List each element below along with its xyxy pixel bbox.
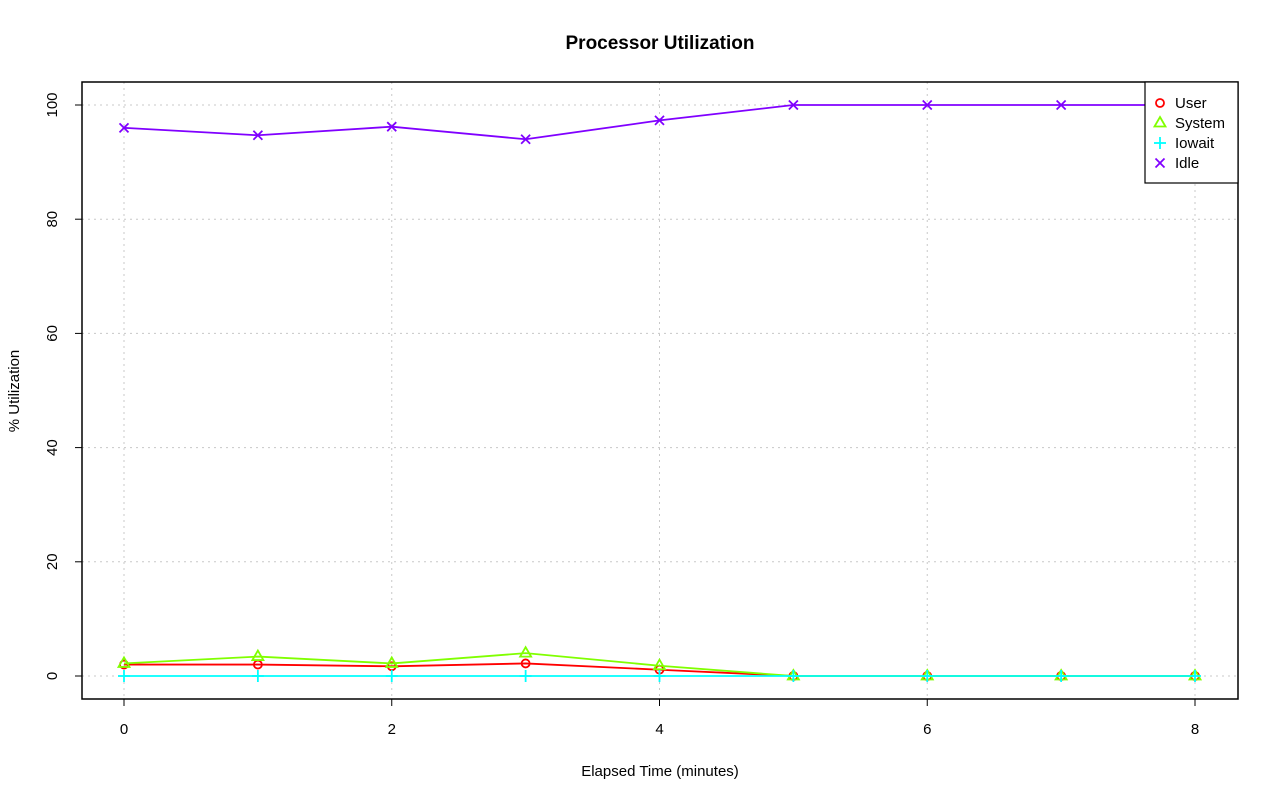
- x-tick-label: 0: [120, 721, 128, 738]
- series-group: [116, 99, 1203, 682]
- data-point-system: [384, 655, 399, 668]
- data-point-idle: [386, 121, 397, 132]
- data-point-system: [116, 655, 132, 668]
- marker-cross-b: [1055, 99, 1067, 111]
- data-point-system: [250, 648, 265, 661]
- x-tick-label: 4: [655, 721, 663, 738]
- data-point-idle: [252, 130, 264, 141]
- y-tick-label: 80: [44, 211, 61, 228]
- marker-cross-b: [118, 122, 130, 133]
- y-tick-label: 20: [44, 553, 61, 570]
- data-point-iowait: [118, 670, 130, 682]
- marker-triangle: [250, 648, 265, 661]
- y-tick-label: 40: [44, 439, 61, 456]
- legend-label-system: System: [1175, 115, 1225, 132]
- series-line-idle: [123, 104, 1195, 141]
- x-axis-label: Elapsed Time (minutes): [581, 763, 739, 780]
- marker-cross-b: [520, 134, 531, 145]
- marker-triangle: [652, 657, 667, 671]
- data-point-iowait: [787, 670, 800, 682]
- legend-label-iowait: Iowait: [1175, 135, 1215, 152]
- y-tick-label: 100: [44, 92, 61, 117]
- data-point-user: [520, 658, 531, 669]
- data-point-system: [518, 645, 533, 658]
- data-point-iowait: [385, 670, 398, 682]
- legend-label-user: User: [1175, 95, 1207, 112]
- legend-label-idle: Idle: [1175, 155, 1199, 172]
- marker-circle: [520, 658, 531, 669]
- grid: [82, 82, 1238, 699]
- data-point-iowait: [1055, 670, 1068, 682]
- data-point-idle: [788, 99, 799, 111]
- y-tick-label: 60: [44, 325, 61, 342]
- chart-title: Processor Utilization: [566, 33, 755, 54]
- y-tick-label: 0: [44, 672, 61, 680]
- data-point-iowait: [653, 670, 666, 682]
- data-point-idle: [654, 115, 665, 126]
- data-point-idle: [118, 122, 130, 133]
- marker-cross-b: [1154, 157, 1166, 169]
- legend-marker-system: [1152, 115, 1168, 128]
- data-point-system: [652, 657, 667, 671]
- data-point-idle: [922, 99, 933, 111]
- x-tick-label: 8: [1191, 721, 1199, 738]
- x-tick-label: 6: [923, 721, 931, 738]
- marker-cross-b: [252, 130, 264, 141]
- data-point-iowait: [1189, 670, 1201, 682]
- marker-circle: [1155, 98, 1165, 108]
- data-point-iowait: [251, 670, 264, 682]
- legend-marker-idle: [1154, 157, 1166, 169]
- marker-cross-b: [654, 115, 665, 126]
- marker-cross-b: [386, 121, 397, 132]
- legend-marker-iowait: [1154, 137, 1166, 149]
- data-point-idle: [520, 134, 531, 145]
- plot-frame: [81, 81, 1239, 700]
- marker-triangle: [1152, 115, 1168, 128]
- marker-cross-b: [788, 99, 799, 111]
- legend: User System Iowait Idle: [1144, 81, 1239, 184]
- y-axis-label: % Utilization: [6, 350, 23, 433]
- x-tick-label: 2: [388, 721, 396, 738]
- marker-triangle: [116, 655, 132, 668]
- marker-cross-b: [922, 99, 933, 111]
- marker-triangle: [384, 655, 399, 668]
- data-point-iowait: [519, 670, 532, 682]
- data-point-iowait: [921, 670, 934, 682]
- legend-marker-user: [1155, 98, 1165, 108]
- marker-triangle: [518, 645, 533, 658]
- data-point-idle: [1055, 99, 1067, 111]
